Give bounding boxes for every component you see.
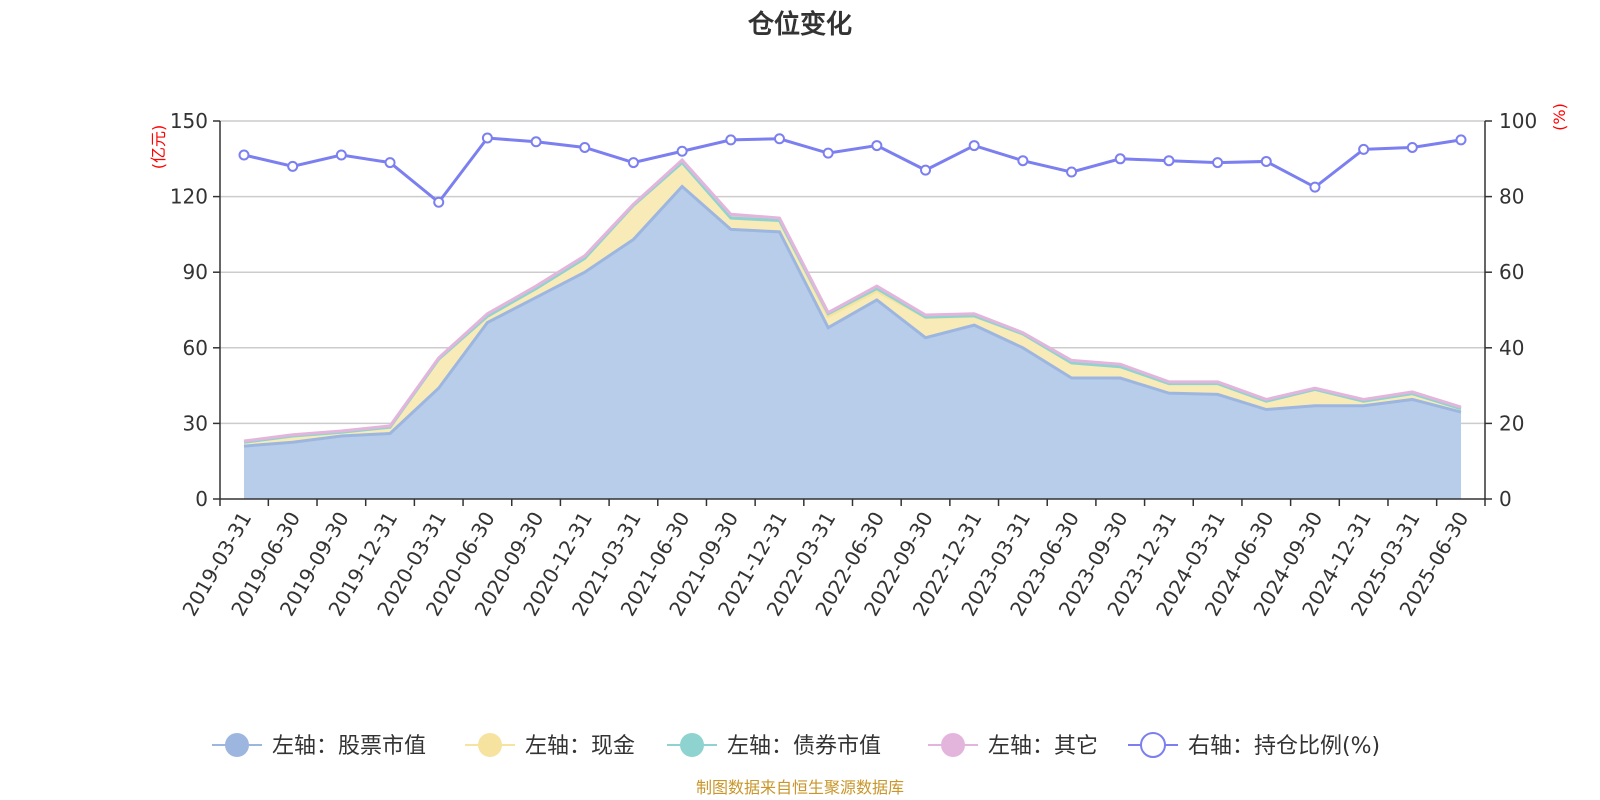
right-axis-unit: (%) <box>1550 103 1569 131</box>
ratio-point <box>822 147 834 159</box>
ratio-point <box>871 140 883 152</box>
legend-marker-circle <box>478 733 502 757</box>
ratio-point <box>1309 181 1321 193</box>
left-axis-unit: (亿元) <box>149 125 168 170</box>
ratio-point <box>1114 153 1126 165</box>
legend-label: 右轴：持仓比例(%) <box>1188 734 1380 759</box>
legend-label: 左轴：股票市值 <box>272 734 426 759</box>
area-edge-line <box>243 157 1462 443</box>
ratio-point <box>433 196 445 208</box>
right-tick-label: 0 <box>1499 487 1512 511</box>
ratio-point <box>920 164 932 176</box>
area-series <box>243 157 1462 499</box>
ratio-point <box>238 149 250 161</box>
ratio-point <box>1406 141 1418 153</box>
chart-title: 仓位变化 <box>747 9 852 40</box>
legend-marker-circle <box>680 733 704 757</box>
legend-marker-circle <box>1140 732 1166 758</box>
left-tick-label: 150 <box>170 109 208 133</box>
ratio-point <box>627 157 639 169</box>
ratio-point <box>1017 155 1029 167</box>
legend-marker-circle <box>225 733 249 757</box>
legend-marker-circle <box>941 733 965 757</box>
ratio-point <box>1260 155 1272 167</box>
ratio-point <box>968 140 980 152</box>
left-tick-label: 30 <box>183 411 208 435</box>
left-tick-label: 90 <box>183 260 208 284</box>
right-tick-label: 60 <box>1499 260 1524 284</box>
ratio-point <box>384 157 396 169</box>
legend-label: 左轴：其它 <box>988 734 1098 759</box>
ratio-point <box>1066 166 1078 178</box>
right-tick-label: 40 <box>1499 336 1524 360</box>
ratio-point <box>1163 155 1175 167</box>
ratio-line <box>243 136 1462 205</box>
line-series <box>238 132 1467 208</box>
legend-label: 左轴：现金 <box>525 734 635 759</box>
ratio-point <box>1455 134 1467 146</box>
ratio-point <box>1212 157 1224 169</box>
legend: 左轴：股票市值 左轴：现金 左轴：债券市值 左轴：其它 右轴：持仓比例(%) <box>212 732 1380 759</box>
area-edge-line <box>243 184 1462 448</box>
right-tick-label: 20 <box>1499 411 1524 435</box>
right-tick-label: 80 <box>1499 185 1524 209</box>
area-fill <box>244 186 1461 499</box>
legend-label: 左轴：债券市值 <box>727 734 881 759</box>
left-tick-label: 0 <box>195 487 208 511</box>
left-tick-label: 120 <box>170 185 208 209</box>
ratio-point <box>579 141 591 153</box>
ratio-point <box>1358 143 1370 155</box>
data-source-note: 制图数据来自恒生聚源数据库 <box>696 778 904 797</box>
ratio-point <box>287 160 299 172</box>
ratio-point <box>335 149 347 161</box>
ratio-point <box>481 132 493 144</box>
ratio-point <box>773 133 785 145</box>
ratio-point <box>676 145 688 157</box>
right-tick-label: 100 <box>1499 109 1537 133</box>
ratio-point <box>725 134 737 146</box>
ratio-point <box>530 136 542 148</box>
left-tick-label: 60 <box>183 336 208 360</box>
